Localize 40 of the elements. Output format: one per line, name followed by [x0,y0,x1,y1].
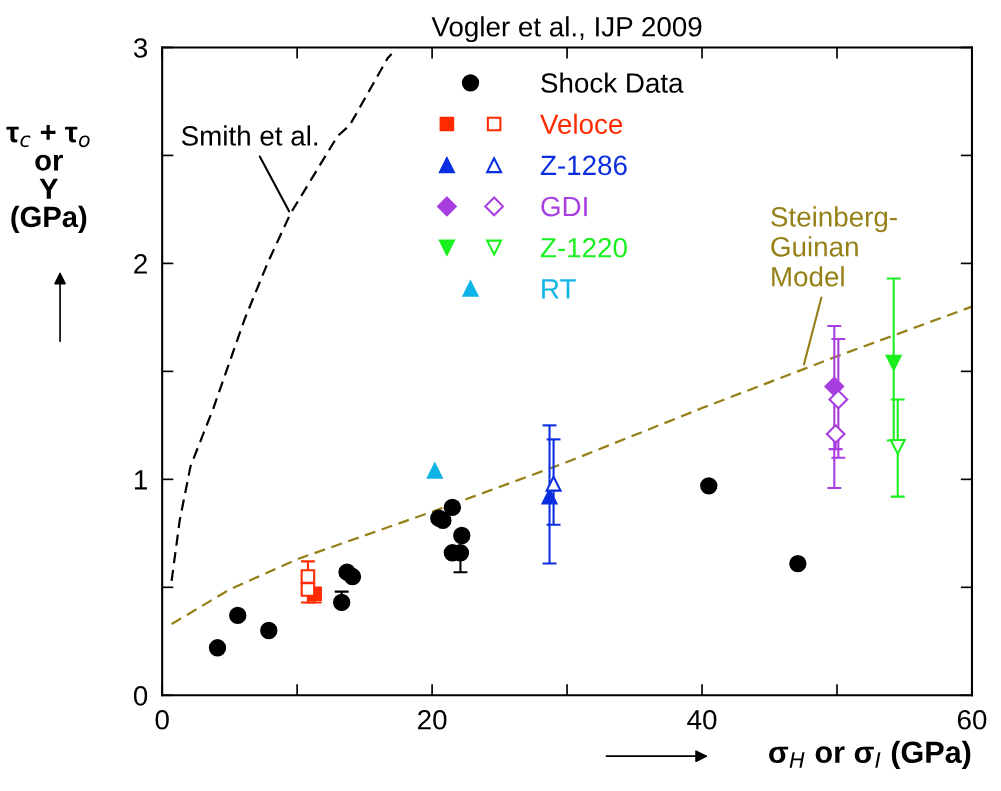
x-tick-label: 20 [418,709,447,730]
x-tick-label: 40 [687,709,717,730]
y-tick-label: 1 [134,470,147,490]
chart-title: Vogler et al., IJP 2009 [431,16,702,43]
point [824,376,845,397]
y-tick-label: 3 [133,38,148,58]
point [260,621,278,640]
y-tick-label: 2 [134,254,147,274]
point [453,526,471,545]
point [332,593,351,612]
annotation: Smith et al. [181,125,318,146]
legend-label: Z-1220 [540,237,627,258]
line-series [170,305,972,626]
line-series [170,52,393,582]
point [700,477,718,495]
point [343,567,362,586]
annotation: Steinberg- Guinan Model [771,206,897,287]
legend-label: Shock Data [541,72,684,93]
legend-label: GDI [541,196,587,217]
point [825,424,846,444]
point [300,569,316,584]
x-tick-label: 60 [957,709,987,730]
point [885,354,902,371]
point [300,582,316,597]
point [208,639,227,657]
point [545,475,562,492]
point [229,606,247,625]
point [434,511,452,530]
point [889,438,906,455]
point [426,462,443,479]
legend-label: Veloce [540,113,623,135]
legend-label: RT [542,279,576,299]
y-axis-title: τ$_{c}$ + τ$_{o}$ or Y (GPa) [6,124,90,233]
point [828,389,849,410]
x-tick-label: 0 [155,709,169,730]
point [443,498,462,517]
point [789,554,807,573]
x-axis-title: σ$_{H}$ or σ$_{I}$ (GPa) [769,740,971,770]
y-tick-label: 0 [133,685,148,706]
legend-label: Z-1286 [540,155,627,176]
